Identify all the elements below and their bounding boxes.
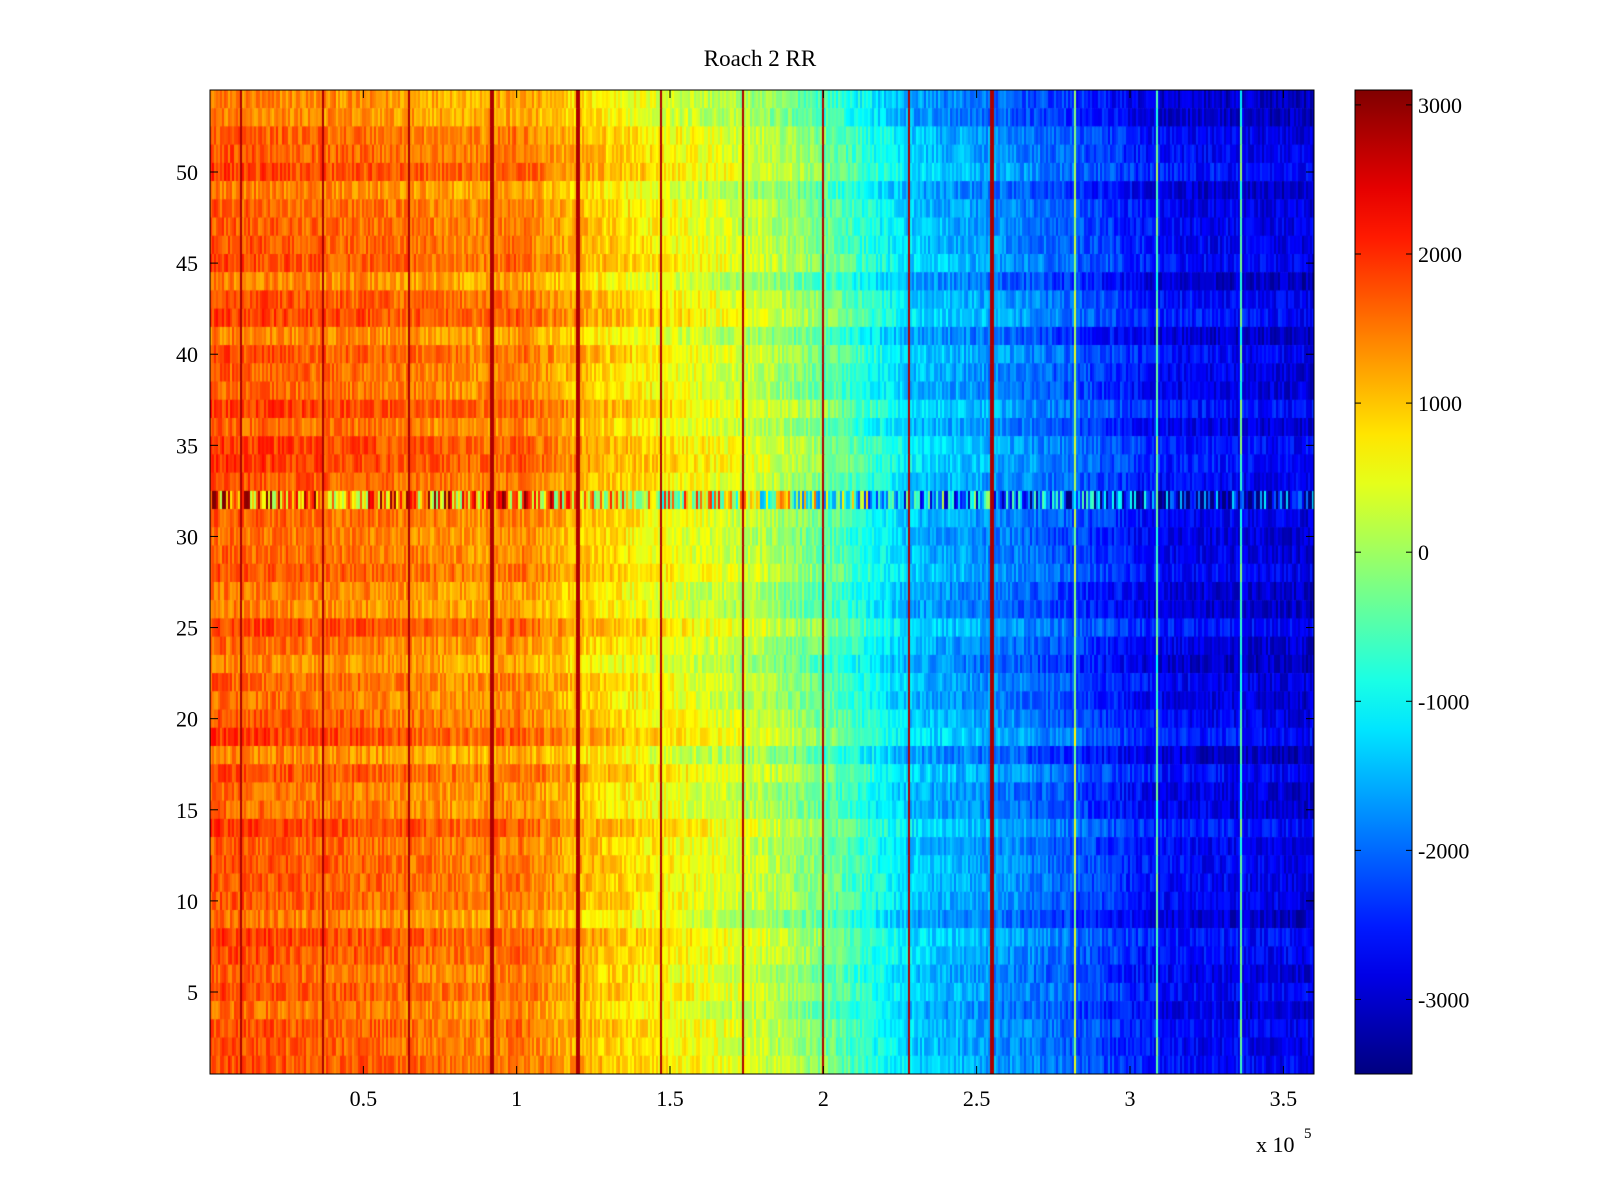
x-tick-label: 3 <box>1125 1086 1136 1111</box>
heatmap-plot-area <box>209 89 1315 1075</box>
y-tick-label: 50 <box>176 160 198 185</box>
x-tick-label: 0.5 <box>350 1086 378 1111</box>
colorbar-tick-label: -1000 <box>1418 689 1469 714</box>
x-tick-label: 3.5 <box>1270 1086 1298 1111</box>
y-tick-label: 10 <box>176 889 198 914</box>
x-axis-multiplier: x 10 5 <box>1256 1126 1312 1157</box>
colorbar-gradient <box>1355 90 1412 1074</box>
colorbar-tick-label: 3000 <box>1418 93 1462 118</box>
y-tick-label: 30 <box>176 524 198 549</box>
colorbar: 3000 2000 1000 0 -1000 -2000 -3000 <box>1354 89 1469 1075</box>
x-multiplier-label: x 10 <box>1256 1132 1295 1157</box>
y-tick-label: 35 <box>176 433 198 458</box>
y-tick-label: 5 <box>187 980 198 1005</box>
y-axis: 5 10 15 20 25 30 35 40 45 50 <box>176 160 1314 1005</box>
y-tick-label: 40 <box>176 342 198 367</box>
x-tick-label: 2 <box>818 1086 829 1111</box>
colorbar-tick-label: 0 <box>1418 540 1429 565</box>
colorbar-tick-label: -3000 <box>1418 987 1469 1012</box>
colorbar-tick-label: -2000 <box>1418 838 1469 863</box>
chart-title: Roach 2 RR <box>704 46 817 71</box>
colorbar-tick-label: 2000 <box>1418 242 1462 267</box>
y-tick-label: 20 <box>176 707 198 732</box>
x-axis: 0.5 1 1.5 2 2.5 3 3.5 <box>350 90 1298 1111</box>
colorbar-tick-label: 1000 <box>1418 391 1462 416</box>
colorbar-ticks: 3000 2000 1000 0 -1000 -2000 -3000 <box>1355 93 1469 1012</box>
x-tick-label: 2.5 <box>963 1086 991 1111</box>
x-tick-label: 1.5 <box>656 1086 684 1111</box>
x-tick-label: 1 <box>511 1086 522 1111</box>
x-multiplier-exponent: 5 <box>1304 1126 1312 1142</box>
colorbar-frame <box>1354 89 1413 1075</box>
y-tick-label: 15 <box>176 798 198 823</box>
heatmap-cells <box>210 90 1314 1074</box>
y-tick-label: 45 <box>176 251 198 276</box>
plot-frame <box>209 89 1315 1075</box>
y-tick-label: 25 <box>176 616 198 641</box>
